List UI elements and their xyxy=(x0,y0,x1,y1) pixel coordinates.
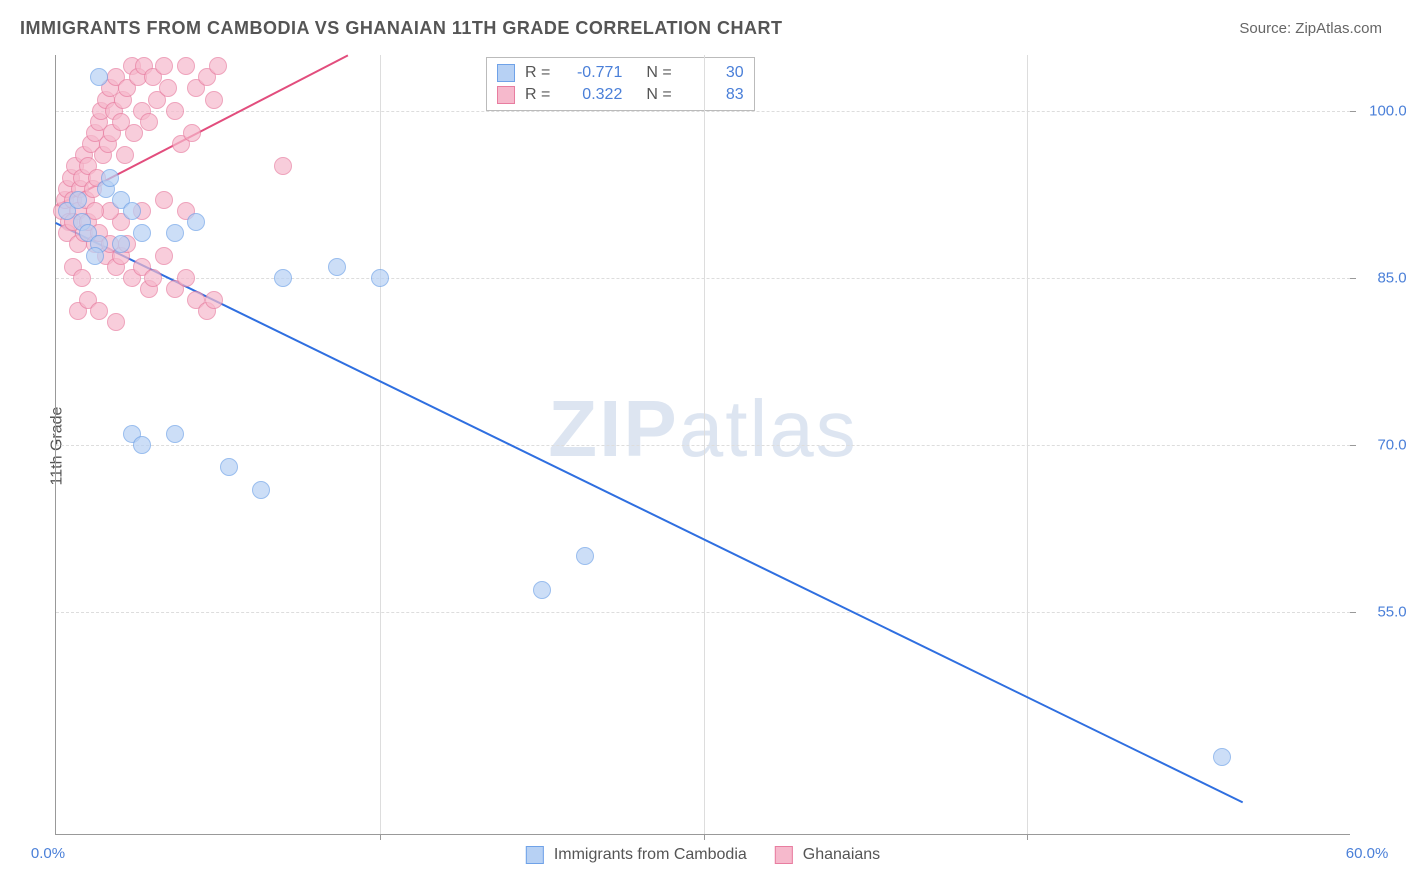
legend-swatch-blue-icon xyxy=(526,846,544,864)
scatter-point xyxy=(155,247,173,265)
scatter-point xyxy=(252,481,270,499)
gridline-v xyxy=(704,55,705,834)
scatter-point xyxy=(220,458,238,476)
scatter-point xyxy=(123,202,141,220)
x-tick-max: 60.0% xyxy=(1346,845,1389,862)
y-tick-label: 85.0% xyxy=(1377,269,1406,286)
scatter-point xyxy=(73,269,91,287)
scatter-point xyxy=(205,91,223,109)
gridline-v xyxy=(1027,55,1028,834)
chart-container: IMMIGRANTS FROM CAMBODIA VS GHANAIAN 11T… xyxy=(0,0,1406,892)
scatter-point xyxy=(177,57,195,75)
legend-label-1: Ghanaians xyxy=(803,846,880,864)
watermark-atlas: atlas xyxy=(679,384,858,473)
scatter-point xyxy=(576,547,594,565)
scatter-point xyxy=(107,313,125,331)
swatch-blue-icon xyxy=(497,64,515,82)
scatter-point xyxy=(187,213,205,231)
scatter-point xyxy=(101,169,119,187)
source-label: Source: ZipAtlas.com xyxy=(1239,20,1382,37)
scatter-point xyxy=(112,235,130,253)
r-label: R = xyxy=(525,64,550,82)
stats-row-series-1: R = 0.322 N = 83 xyxy=(497,84,744,106)
scatter-point xyxy=(133,224,151,242)
source-link[interactable]: ZipAtlas.com xyxy=(1295,20,1382,37)
scatter-point xyxy=(133,436,151,454)
gridline-v xyxy=(380,55,381,834)
legend-label-0: Immigrants from Cambodia xyxy=(554,846,747,864)
scatter-point xyxy=(116,146,134,164)
n-value-0: 30 xyxy=(678,64,744,82)
bottom-legend: Immigrants from Cambodia Ghanaians xyxy=(526,846,880,864)
stats-legend-box: R = -0.771 N = 30 R = 0.322 N = 83 xyxy=(486,57,755,111)
scatter-point xyxy=(166,224,184,242)
scatter-point xyxy=(155,57,173,75)
chart-title: IMMIGRANTS FROM CAMBODIA VS GHANAIAN 11T… xyxy=(20,18,783,39)
trend-line xyxy=(55,222,1243,803)
y-tick-label: 70.0% xyxy=(1377,437,1406,454)
y-tick-label: 100.0% xyxy=(1369,102,1406,119)
scatter-point xyxy=(183,124,201,142)
scatter-point xyxy=(69,191,87,209)
scatter-point xyxy=(155,191,173,209)
n-label: N = xyxy=(646,64,671,82)
r-label: R = xyxy=(525,86,550,104)
scatter-point xyxy=(159,79,177,97)
scatter-point xyxy=(328,258,346,276)
scatter-point xyxy=(371,269,389,287)
scatter-point xyxy=(125,124,143,142)
scatter-point xyxy=(1213,748,1231,766)
legend-item-0: Immigrants from Cambodia xyxy=(526,846,747,864)
source-prefix: Source: xyxy=(1239,20,1295,37)
scatter-point xyxy=(274,269,292,287)
y-tick-label: 55.0% xyxy=(1377,604,1406,621)
scatter-point xyxy=(90,68,108,86)
scatter-point xyxy=(140,113,158,131)
scatter-point xyxy=(205,291,223,309)
r-value-0: -0.771 xyxy=(556,64,622,82)
scatter-point xyxy=(274,157,292,175)
plot-area: ZIPatlas R = -0.771 N = 30 R = 0.322 N =… xyxy=(55,55,1350,835)
n-value-1: 83 xyxy=(678,86,744,104)
legend-item-1: Ghanaians xyxy=(775,846,880,864)
scatter-point xyxy=(533,581,551,599)
scatter-point xyxy=(166,102,184,120)
r-value-1: 0.322 xyxy=(556,86,622,104)
scatter-point xyxy=(209,57,227,75)
scatter-point xyxy=(90,302,108,320)
scatter-point xyxy=(144,269,162,287)
swatch-pink-icon xyxy=(497,86,515,104)
n-label: N = xyxy=(646,86,671,104)
legend-swatch-pink-icon xyxy=(775,846,793,864)
scatter-point xyxy=(86,247,104,265)
watermark-zip: ZIP xyxy=(548,384,678,473)
x-tick-min: 0.0% xyxy=(31,845,65,862)
scatter-point xyxy=(177,269,195,287)
stats-row-series-0: R = -0.771 N = 30 xyxy=(497,62,744,84)
scatter-point xyxy=(166,425,184,443)
